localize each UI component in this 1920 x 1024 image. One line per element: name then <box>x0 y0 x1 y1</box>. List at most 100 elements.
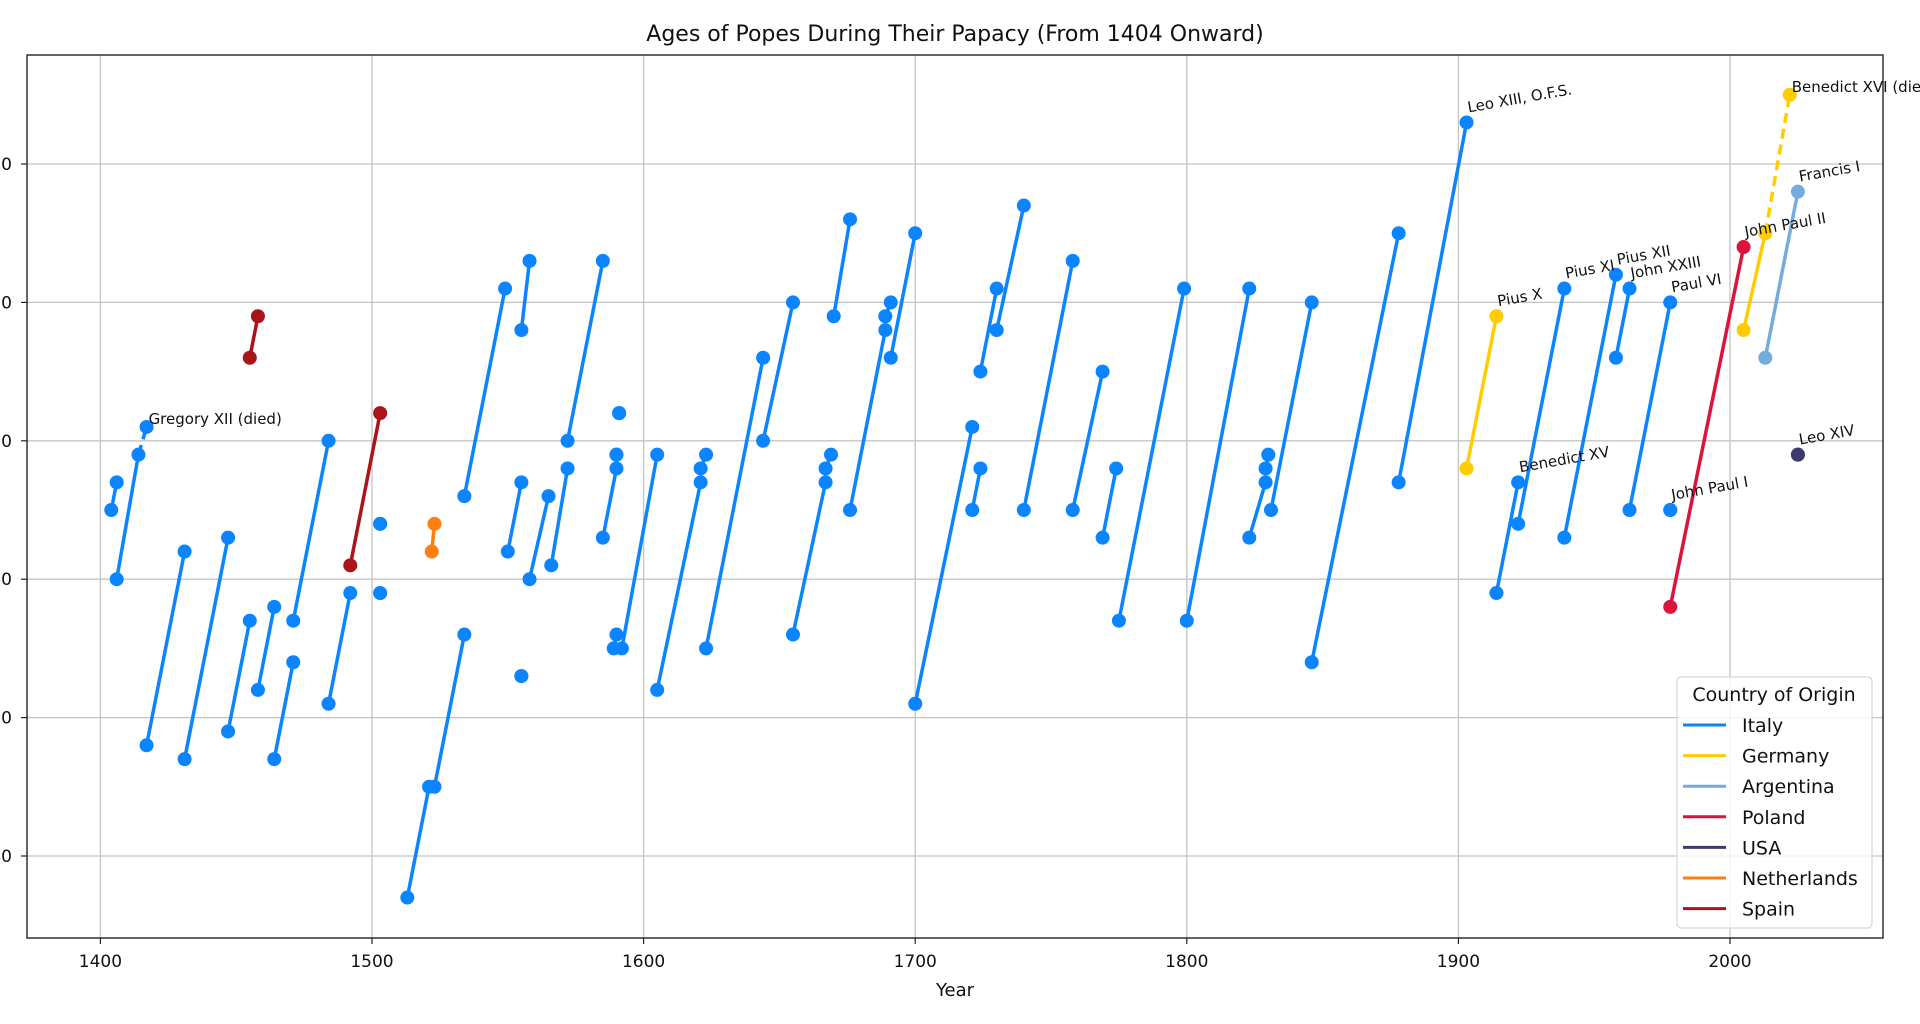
start-point <box>544 558 559 573</box>
legend-title: Country of Origin <box>1692 684 1855 706</box>
papacy-italy <box>221 613 257 739</box>
papacy-italy <box>373 516 388 531</box>
papacy-line <box>601 468 619 539</box>
end-point <box>177 544 192 559</box>
start-point <box>756 433 771 448</box>
plot-frame <box>26 54 1884 939</box>
start-point <box>699 641 714 656</box>
papacy-line <box>405 786 431 898</box>
end-point <box>1304 295 1319 310</box>
legend-entry-germany: Germany <box>1683 746 1829 768</box>
papacy-line <box>1185 288 1251 622</box>
papacy-italy <box>1095 461 1124 545</box>
papacy-line <box>1494 481 1520 594</box>
start-point <box>1095 530 1110 545</box>
end-point <box>373 586 388 601</box>
papacy-line <box>704 357 765 649</box>
papacy-italy <box>1179 281 1257 628</box>
papacy-line <box>256 606 276 691</box>
x-tick-label: 1700 <box>894 952 937 972</box>
start-point <box>693 461 708 476</box>
end-point <box>1459 115 1474 130</box>
end-point <box>1258 475 1273 490</box>
x-tick-label: 1600 <box>622 952 665 972</box>
papacy-netherlands <box>424 516 442 559</box>
papacy-italy <box>500 475 529 559</box>
papacy-line <box>1100 468 1118 539</box>
end-point <box>843 212 858 227</box>
start-point <box>321 696 336 711</box>
start-point <box>343 558 358 573</box>
papacy-italy <box>989 198 1031 338</box>
start-point <box>1489 586 1504 601</box>
papacy-line <box>549 468 570 566</box>
plot-marks <box>104 87 1805 905</box>
papacy-italy <box>595 461 624 545</box>
pope-annotation: John Paul II <box>1742 209 1827 241</box>
start-point <box>427 779 442 794</box>
papacy-italy <box>522 489 556 587</box>
papacy-italy <box>756 295 800 448</box>
start-point <box>109 572 124 587</box>
papacy-line <box>1247 481 1268 539</box>
papacy-italy <box>785 475 833 642</box>
papacy-italy <box>693 447 714 476</box>
papacy-line <box>326 592 352 705</box>
papacy-line <box>1396 122 1469 483</box>
papacy-italy <box>286 433 336 628</box>
start-point <box>1557 530 1572 545</box>
end-point <box>965 419 980 434</box>
papacy-line <box>1668 246 1746 608</box>
death-point <box>139 419 154 434</box>
papacy-italy <box>514 669 529 684</box>
death-point <box>1782 87 1797 102</box>
y-tick-label: 70 <box>0 432 12 452</box>
papacy-italy <box>699 350 771 656</box>
axis-ticks: 1400 1500 1600 1700 1800 1900 2000 40 50 60 70 80 90 <box>0 155 1752 972</box>
legend-entry-spain: Spain <box>1683 899 1795 921</box>
start-point <box>785 627 800 642</box>
papacy-italy <box>818 447 839 476</box>
end-point <box>1608 267 1623 282</box>
start-point <box>1608 350 1623 365</box>
start-point <box>1304 655 1319 670</box>
papacy-line <box>1741 232 1768 331</box>
end-point <box>609 627 624 642</box>
end-point <box>609 447 624 462</box>
pope-annotation: Francis I <box>1797 157 1861 185</box>
papacy-line <box>848 329 888 511</box>
start-point <box>139 738 154 753</box>
papacy-spain <box>242 309 265 365</box>
papacy-italy <box>843 323 893 517</box>
papacy-italy <box>104 475 124 517</box>
pope-annotation: Leo XIV <box>1797 421 1856 449</box>
start-point <box>104 503 119 517</box>
gridlines <box>27 55 1883 938</box>
start-point <box>1459 461 1474 476</box>
end-point <box>1758 226 1773 241</box>
y-tick-label: 40 <box>0 847 12 867</box>
end-point <box>1622 281 1637 296</box>
papacy-line <box>1310 232 1401 663</box>
end-point <box>1663 295 1678 310</box>
papacy-italy <box>560 253 610 448</box>
end-point <box>612 406 627 421</box>
end-point <box>373 516 388 531</box>
papacy-line <box>565 260 605 442</box>
papacy-italy <box>908 419 980 711</box>
papacy-line <box>1269 302 1314 511</box>
papacy-italy <box>544 461 575 573</box>
papacy-italy <box>1663 503 1678 517</box>
papacy-italy <box>1608 281 1637 365</box>
papacy-italy <box>1511 281 1572 531</box>
start-point <box>1622 503 1637 517</box>
papacy-italy <box>1258 447 1276 476</box>
legend-entry-poland: Poland <box>1683 807 1805 829</box>
papacy-italy <box>973 281 1004 379</box>
start-point <box>650 682 665 697</box>
papacy-line <box>506 481 524 552</box>
end-point <box>1095 364 1110 379</box>
papacy-italy <box>267 655 301 767</box>
end-point <box>756 350 771 365</box>
